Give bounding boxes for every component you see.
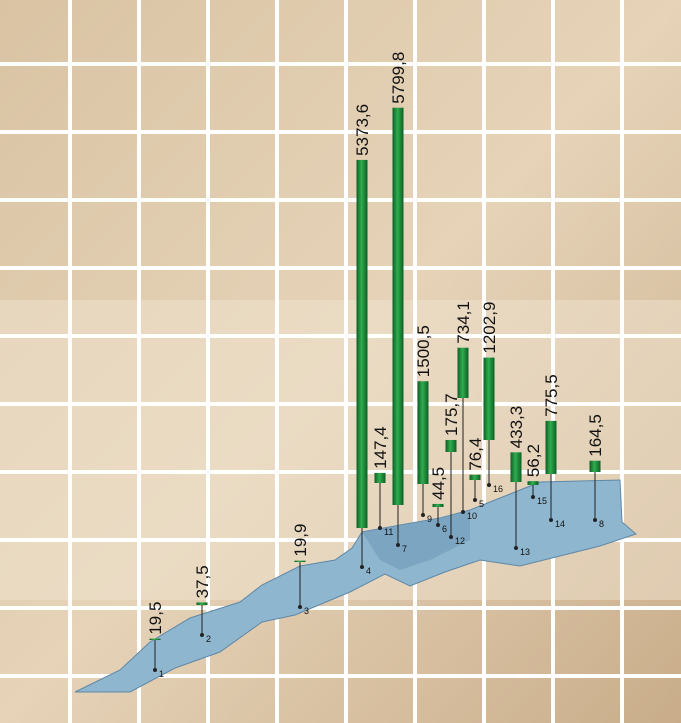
value-label: 44,5	[429, 467, 448, 500]
dot	[200, 633, 204, 637]
bar	[527, 481, 539, 485]
region-label: 15	[537, 496, 547, 506]
value-label: 775,5	[542, 374, 561, 417]
bar	[356, 159, 368, 529]
value-label: 1500,5	[414, 325, 433, 377]
map-shade	[362, 510, 470, 570]
region-label: 10	[467, 511, 477, 521]
bar	[374, 472, 386, 483]
dot	[514, 546, 518, 550]
map	[74, 479, 637, 693]
dot	[153, 668, 157, 672]
grid-line	[275, 0, 279, 723]
grid-line	[137, 0, 141, 723]
dot	[549, 518, 553, 522]
region-label: 14	[555, 519, 565, 529]
dot	[593, 518, 597, 522]
value-label: 433,3	[507, 406, 526, 449]
bar	[483, 357, 495, 440]
dot	[421, 513, 425, 517]
grid-line	[551, 0, 555, 723]
grid-line	[620, 0, 624, 723]
region-label: 3	[304, 606, 309, 616]
value-label: 19,5	[146, 602, 165, 635]
region-label: 13	[520, 547, 530, 557]
value-label: 147,4	[371, 426, 390, 469]
bar	[392, 107, 404, 506]
grid-line	[0, 62, 681, 66]
bar	[589, 460, 601, 472]
dot	[436, 523, 440, 527]
region-label: 1	[159, 669, 164, 679]
region-label: 4	[366, 566, 371, 576]
region-label: 8	[599, 519, 604, 529]
dot	[298, 605, 302, 609]
region-label: 6	[442, 524, 447, 534]
bar	[196, 602, 208, 605]
region-label: 11	[384, 527, 393, 537]
marks: 19,5137,5219,935373,6476,4544,565799,871…	[146, 52, 605, 679]
grid-line	[0, 674, 681, 678]
grid-line	[0, 334, 681, 338]
bar	[417, 381, 429, 484]
grid-line	[68, 0, 72, 723]
grid-line	[413, 0, 417, 723]
dot	[396, 543, 400, 547]
bar	[545, 420, 557, 474]
region-label: 9	[427, 514, 432, 524]
region-label: 7	[402, 544, 407, 554]
bar	[432, 503, 444, 507]
dot	[461, 510, 465, 514]
value-label: 5799,8	[389, 52, 408, 104]
region-label: 12	[455, 536, 465, 546]
value-label: 56,2	[524, 444, 543, 477]
grid-line	[0, 198, 681, 202]
region-label: 2	[206, 634, 211, 644]
bed	[0, 300, 681, 600]
value-label: 1202,9	[480, 302, 499, 354]
value-label: 76,4	[466, 438, 485, 471]
dot	[473, 498, 477, 502]
value-label: 175,7	[442, 393, 461, 436]
value-label: 19,9	[291, 524, 310, 557]
bar	[510, 452, 522, 482]
grid-line	[344, 0, 348, 723]
grid-line	[0, 470, 681, 474]
value-label: 734,1	[454, 301, 473, 344]
bar	[294, 560, 306, 562]
bar	[457, 347, 469, 398]
dot	[531, 495, 535, 499]
grid-line	[0, 266, 681, 270]
grid-line	[0, 402, 681, 406]
dot	[487, 483, 491, 487]
value-label: 164,5	[586, 414, 605, 457]
region-label: 5	[479, 499, 484, 509]
grid-line	[206, 0, 210, 723]
dot	[449, 535, 453, 539]
bar	[149, 638, 161, 640]
grid-line	[0, 538, 681, 542]
grid-line	[0, 130, 681, 134]
dot	[378, 526, 382, 530]
bar	[445, 439, 457, 452]
value-label: 5373,6	[353, 104, 372, 156]
region-label: 16	[493, 484, 503, 494]
bar	[469, 474, 481, 480]
grid-line	[0, 606, 681, 610]
dot	[360, 565, 364, 569]
value-label: 37,5	[193, 565, 212, 598]
